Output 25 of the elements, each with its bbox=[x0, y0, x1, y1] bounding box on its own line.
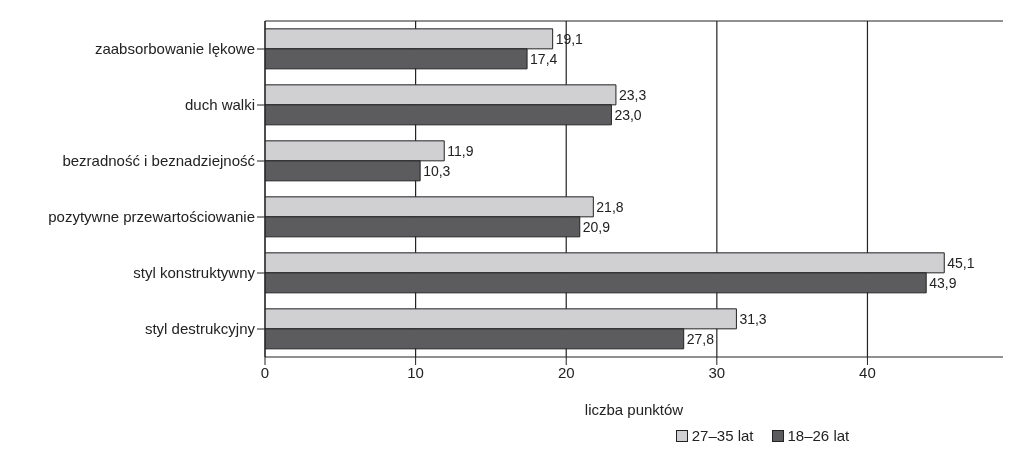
x-tick-label: 0 bbox=[260, 363, 270, 381]
y-tick-label: bezradność i beznadziejność bbox=[62, 152, 256, 170]
data-label: 23,0 bbox=[614, 106, 642, 123]
x-tick-label: 10 bbox=[407, 363, 424, 381]
x-tick-label: 40 bbox=[859, 363, 876, 381]
y-tick-label: pozytywne przewartościowanie bbox=[48, 208, 255, 226]
legend-label: 18–26 lat bbox=[786, 427, 850, 444]
x-axis-title: liczba punktów bbox=[584, 401, 684, 418]
data-label: 21,8 bbox=[596, 198, 624, 215]
y-tick-label: duch walki bbox=[184, 96, 255, 114]
data-label: 45,1 bbox=[947, 254, 975, 271]
x-tick-label: 20 bbox=[557, 363, 575, 381]
x-tick-label: 30 bbox=[708, 363, 726, 381]
y-tick-label: styl destrukcyjny bbox=[144, 320, 256, 338]
data-label: 10,3 bbox=[423, 162, 451, 179]
legend-label: 27–35 lat bbox=[690, 427, 754, 444]
data-label: 20,9 bbox=[582, 218, 611, 235]
data-label: 27,8 bbox=[686, 330, 715, 347]
data-label: 11,9 bbox=[447, 142, 474, 159]
y-tick-label: styl konstruktywny bbox=[133, 264, 256, 282]
data-label: 17,4 bbox=[530, 50, 558, 67]
data-label: 23,3 bbox=[618, 86, 647, 103]
data-label: 31,3 bbox=[739, 310, 767, 327]
y-tick-label: zaabsorbowanie lękowe bbox=[94, 40, 255, 58]
data-label: 43,9 bbox=[929, 274, 957, 291]
